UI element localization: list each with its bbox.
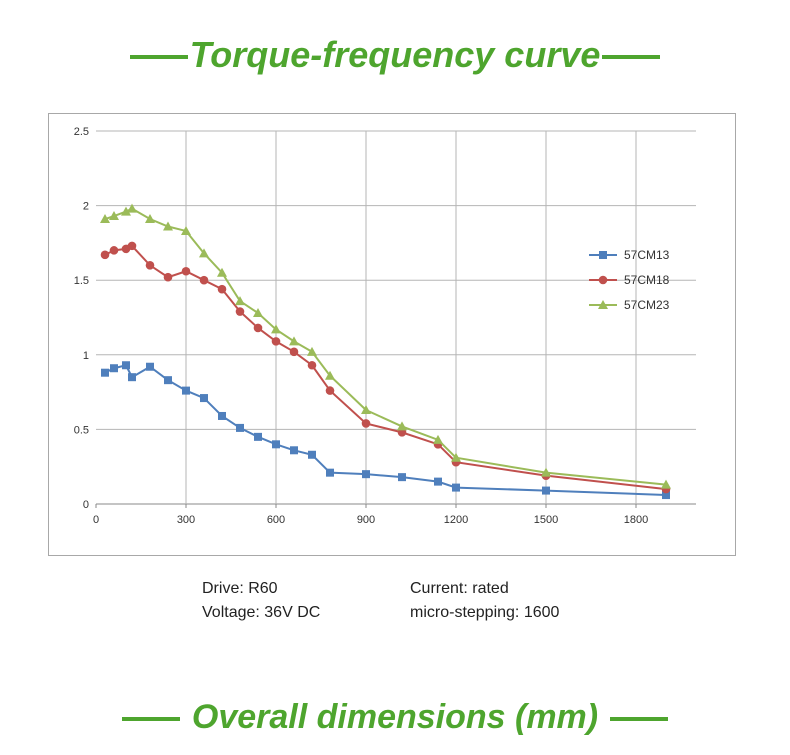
data-point-57cm23 [253,308,263,318]
y-tick-label: 1.5 [74,275,89,287]
data-point-57cm23 [100,214,110,224]
data-point-57cm23 [451,452,461,462]
drive-info: Drive: R60 [202,580,278,597]
heading-rule-right [602,55,661,60]
series-line-57cm18 [104,244,667,491]
dimensions-heading: Overall dimensions (mm) [0,698,790,737]
data-point-57cm18 [109,246,119,255]
y-tick-label: 0 [83,499,89,511]
x-tick-label: 900 [357,514,375,526]
legend-label-57cm23: 57CM23 [624,298,670,312]
data-point-57cm13 [326,468,334,477]
data-point-57cm13 [182,386,190,395]
data-point-57cm18 [217,284,227,294]
current-info: Current: rated [410,580,509,597]
data-point-57cm13 [164,376,172,385]
torque-frequency-chart: 0 0.5 1 1.5 2 2.5 0 300 600 900 1200 1500 1800 57CM13… [74,126,696,526]
y-tick-label: 0.5 [74,424,89,436]
data-point-57cm13 [200,394,208,403]
data-point-57cm13 [272,440,280,449]
x-tick-label: 1500 [534,514,558,526]
data-point-57cm13 [290,446,298,455]
data-point-57cm18 [307,360,317,370]
data-point-57cm18 [271,337,281,346]
data-point-57cm13 [101,368,109,377]
data-point-57cm23 [361,405,371,415]
y-tick-label: 2.5 [74,126,89,138]
data-point-57cm23 [121,206,131,216]
series-line-57cm23 [104,207,667,486]
legend-marker-57cm23 [598,300,608,309]
data-point-57cm13 [452,483,460,492]
legend-marker-57cm18 [598,275,608,285]
data-point-57cm18 [325,386,335,395]
data-point-57cm18 [289,347,299,357]
voltage-info: Voltage: 36V DC [202,604,321,621]
data-point-57cm23 [433,434,443,444]
data-point-57cm23 [289,336,299,346]
data-point-57cm23 [163,221,173,231]
data-point-57cm18 [181,266,191,276]
data-point-57cm18 [100,250,110,260]
data-point-57cm18 [253,323,263,333]
data-point-57cm13 [434,477,442,486]
data-point-57cm23 [325,370,335,380]
data-point-57cm23 [109,211,119,221]
x-tick-label: 300 [177,514,195,526]
data-point-57cm18 [361,419,371,428]
data-point-57cm13 [542,486,550,495]
heading-rule-left [129,55,188,60]
data-point-57cm18 [127,241,137,251]
microstep-info: micro-stepping: 1600 [410,604,560,621]
data-point-57cm23 [145,214,155,224]
data-point-57cm23 [397,421,407,431]
data-point-57cm23 [541,467,551,477]
legend-label-57cm13: 57CM13 [624,248,670,262]
y-tick-label: 1 [83,350,89,362]
data-point-57cm18 [199,275,209,285]
x-tick-label: 1200 [444,514,468,526]
data-point-57cm18 [235,307,245,316]
data-point-57cm18 [163,272,173,282]
data-point-57cm13 [128,373,136,382]
dimensions-title: Overall dimensions (mm) [191,698,599,736]
data-point-57cm23 [235,296,245,306]
data-point-57cm13 [362,470,370,479]
heading-rule-left [122,717,181,722]
legend-marker-57cm13 [599,251,607,259]
legend-label-57cm18: 57CM18 [624,273,670,287]
data-point-57cm13 [110,364,118,373]
data-point-57cm13 [662,491,670,500]
data-point-57cm23 [661,479,671,489]
data-point-57cm13 [146,362,154,371]
torque-curve-heading: Torque-frequency curve [0,34,790,76]
data-point-57cm13 [254,432,262,441]
data-point-57cm13 [308,450,316,459]
x-tick-label: 600 [267,514,285,526]
data-point-57cm23 [181,225,191,235]
chart-frame: 0 0.5 1 1.5 2 2.5 0 300 600 900 1200 1500 1800 57CM13… [48,113,736,556]
data-point-57cm23 [271,324,281,334]
data-point-57cm18 [145,260,155,270]
data-point-57cm13 [236,423,244,432]
data-point-57cm23 [217,267,227,277]
data-point-57cm23 [127,203,137,213]
x-tick-label: 0 [93,514,99,526]
x-tick-label: 1800 [624,514,648,526]
data-point-57cm13 [122,361,130,370]
data-point-57cm23 [307,346,317,356]
data-point-57cm13 [218,411,226,420]
y-tick-label: 2 [83,201,89,213]
heading-rule-right [609,717,668,722]
data-point-57cm13 [398,473,406,482]
torque-curve-title: Torque-frequency curve [189,34,601,75]
data-point-57cm23 [199,248,209,258]
